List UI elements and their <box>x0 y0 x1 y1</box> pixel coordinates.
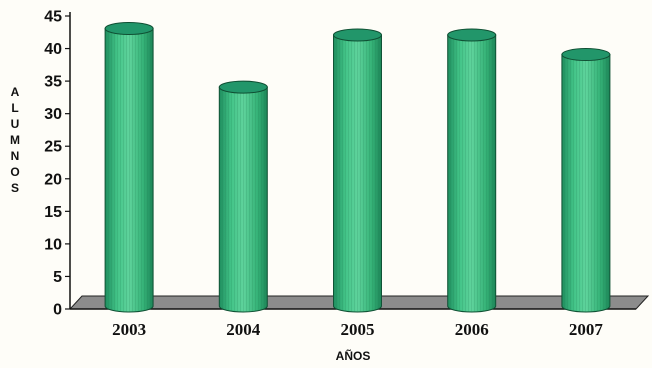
bar-texture <box>105 28 154 313</box>
x-tick-label-2005: 2005 <box>341 320 375 339</box>
y-tick-label: 30 <box>44 106 62 123</box>
bar-2004 <box>218 80 268 313</box>
x-tick-label-2006: 2006 <box>455 320 489 339</box>
bar-top-cap <box>333 28 382 42</box>
bar-texture <box>219 87 268 312</box>
bar-2006 <box>447 28 497 313</box>
y-tick-label: 25 <box>44 139 62 156</box>
y-tick-label: 20 <box>44 171 62 188</box>
x-axis-title: AÑOS <box>336 348 371 363</box>
bars-group <box>104 22 611 313</box>
x-tick-label-2003: 2003 <box>112 320 146 339</box>
y-tick-label: 45 <box>44 9 62 26</box>
y-tick-label: 5 <box>53 269 62 286</box>
y-tick-label: 35 <box>44 74 62 91</box>
bar-texture <box>333 35 382 313</box>
y-tick-label: 10 <box>44 236 62 253</box>
y-tick-label: 0 <box>53 302 62 319</box>
x-tick-label-2007: 2007 <box>569 320 604 339</box>
bar-texture <box>561 54 610 313</box>
bar-top-cap <box>218 80 268 94</box>
bar-texture <box>447 35 496 313</box>
bar-top-cap <box>104 22 154 36</box>
y-tick-label: 15 <box>44 204 62 221</box>
bar-top-cap <box>561 48 611 62</box>
bar-2003 <box>104 22 154 313</box>
y-axis: 0 5 10 15 20 25 30 35 40 45 A L U M N O S <box>10 9 636 319</box>
bar-top-cap <box>447 28 497 42</box>
bar-2007 <box>561 48 611 313</box>
y-tick-label: 40 <box>44 41 62 58</box>
bar-2005 <box>333 28 382 313</box>
category-labels: 2003 2004 2005 2006 2007 AÑOS <box>112 320 603 363</box>
x-tick-label-2004: 2004 <box>226 320 261 339</box>
